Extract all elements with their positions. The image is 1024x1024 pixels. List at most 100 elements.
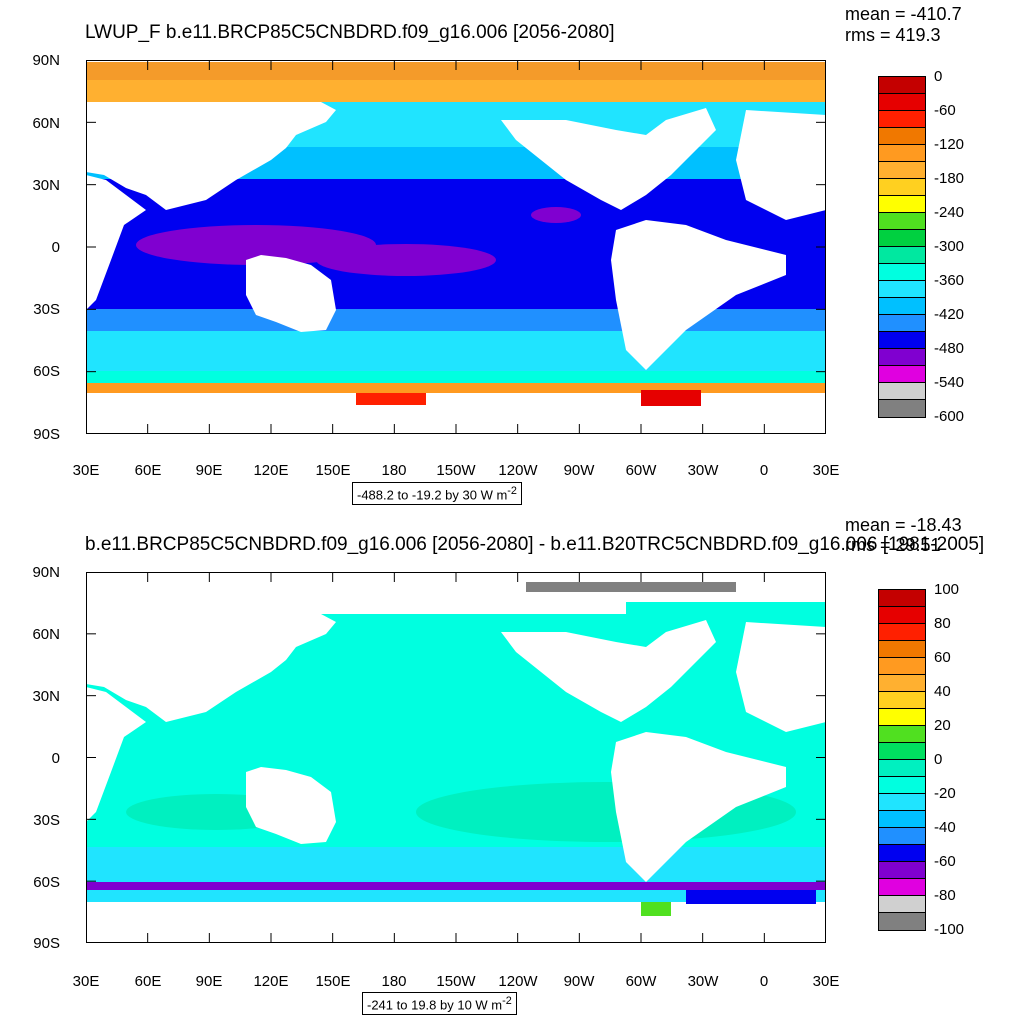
unit-exponent: -2 — [507, 485, 517, 497]
north-america-land — [501, 108, 716, 210]
colorbar-label: -240 — [934, 204, 965, 221]
map-svg — [86, 60, 826, 434]
map-plot — [86, 572, 826, 943]
arctic-gray — [526, 582, 736, 592]
colorbar-cell — [879, 315, 925, 332]
europe-africa-land — [736, 622, 826, 732]
colorbar — [878, 589, 926, 931]
lon-label: 30E — [72, 973, 100, 990]
ice-shelf-ross — [356, 393, 426, 405]
europe-africa-land — [736, 110, 826, 220]
colorbar-cell — [879, 400, 925, 417]
map-svg — [86, 572, 826, 943]
colorbar-cell — [879, 675, 925, 692]
weddell-cold — [686, 890, 816, 904]
colorbar-label: -180 — [934, 170, 965, 187]
colorbar-cell — [879, 709, 925, 726]
colorbar-label: -540 — [934, 374, 965, 391]
colorbar — [878, 76, 926, 418]
lon-label: 30W — [687, 973, 719, 990]
panel-title: LWUP_F b.e11.BRCP85C5CNBDRD.f09_g16.006 … — [85, 22, 615, 43]
lon-label: 30E — [812, 973, 840, 990]
colorbar-cell — [879, 726, 925, 743]
lon-label: 60E — [134, 462, 162, 479]
lat-label: 60N — [32, 115, 60, 132]
lon-label: 60W — [625, 973, 657, 990]
colorbar-cell — [879, 128, 925, 145]
mean-value: mean = -410.7 — [845, 4, 962, 24]
colorbar-label: -60 — [934, 102, 956, 119]
warm-pool-west — [136, 225, 376, 265]
lat-label: 30S — [33, 812, 60, 829]
lat-label: 30N — [32, 688, 60, 705]
colorbar-label: 0 — [934, 751, 943, 768]
colorbar-cell — [879, 811, 925, 828]
lon-label: 150W — [436, 973, 476, 990]
colorbar-cell — [879, 777, 925, 794]
colorbar-label: -120 — [934, 136, 965, 153]
lat-label: 30N — [32, 177, 60, 194]
africa-india-land — [86, 175, 146, 310]
colorbar-cell — [879, 111, 925, 128]
contour-info: -241 to 19.8 by 10 W m-2 — [362, 992, 517, 1016]
lon-label: 90W — [563, 973, 595, 990]
colorbar-label: -600 — [934, 408, 965, 425]
colorbar-label: 80 — [934, 615, 951, 632]
colorbar-cell — [879, 196, 925, 213]
south-america-land — [611, 220, 786, 370]
warm-pool-central — [316, 244, 496, 276]
colorbar-cell — [879, 624, 925, 641]
lon-label: 0 — [759, 462, 769, 479]
contour-range: -488.2 to -19.2 by 30 W m — [357, 487, 508, 503]
band-subarctic — [86, 80, 826, 102]
warm-pool-east — [531, 207, 581, 223]
lon-label: 120W — [498, 973, 538, 990]
panel-title: b.e11.BRCP85C5CNBDRD.f09_g16.006 [2056-2… — [85, 534, 985, 555]
colorbar-cell — [879, 590, 925, 607]
lon-label: 150W — [436, 462, 476, 479]
colorbar-label: -40 — [934, 819, 956, 836]
colorbar-label: -60 — [934, 853, 956, 870]
colorbar-cell — [879, 264, 925, 281]
panel-lwup: LWUP_F b.e11.BRCP85C5CNBDRD.f09_g16.006 … — [32, 4, 965, 506]
colorbar-label: 0 — [934, 68, 943, 85]
colorbar-cell — [879, 828, 925, 845]
colorbar-cell — [879, 247, 925, 264]
colorbar-label: 20 — [934, 717, 951, 734]
colorbar-label: -100 — [934, 921, 965, 938]
contour-range: -241 to 19.8 by 10 W m — [367, 997, 503, 1013]
colorbar-cell — [879, 743, 925, 760]
colorbar-cell — [879, 213, 925, 230]
band-southern-ocean — [86, 331, 826, 371]
lon-label: 60W — [625, 462, 657, 479]
colorbar-cell — [879, 913, 925, 930]
colorbar-cell — [879, 383, 925, 400]
colorbar-cell — [879, 162, 925, 179]
colorbar-cell — [879, 281, 925, 298]
lon-label: 30E — [812, 462, 840, 479]
colorbar-cell — [879, 349, 925, 366]
colorbar-cell — [879, 862, 925, 879]
colorbar-cell — [879, 298, 925, 315]
lon-label: 90E — [195, 973, 223, 990]
colorbar-label: 100 — [934, 581, 960, 598]
lat-label: 90N — [32, 52, 60, 69]
south-america-land — [611, 732, 786, 882]
rms-value: rms = 419.3 — [845, 25, 941, 45]
band-sea-ice — [86, 383, 826, 393]
lon-label: 30W — [687, 462, 719, 479]
lat-label: 0 — [51, 239, 60, 256]
panel-difference: b.e11.BRCP85C5CNBDRD.f09_g16.006 [2056-2… — [0, 512, 1024, 1024]
colorbar-label: -20 — [934, 785, 956, 802]
band-south-subtropic — [86, 309, 826, 331]
band-ice-edge — [86, 882, 826, 890]
lon-label: 60E — [134, 973, 162, 990]
band-southern-ocean — [86, 847, 826, 882]
colorbar-cell — [879, 332, 925, 349]
lat-label: 90S — [33, 426, 60, 443]
band-ice-edge — [86, 371, 826, 383]
colorbar-label: -80 — [934, 887, 956, 904]
colorbar-cell — [879, 896, 925, 913]
lat-label: 30S — [33, 301, 60, 318]
colorbar-cell — [879, 760, 925, 777]
